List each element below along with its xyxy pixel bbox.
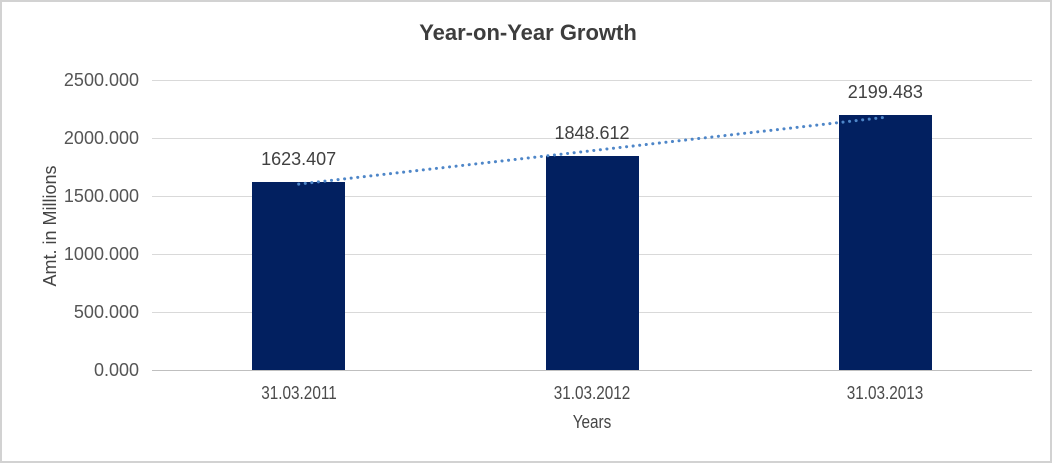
y-tick-label: 500.000 bbox=[73, 302, 139, 322]
bar-data-label: 1848.612 bbox=[554, 122, 630, 143]
x-tick-label: 31.03.2012 bbox=[553, 383, 631, 403]
bar-data-label: 2199.483 bbox=[847, 81, 923, 102]
y-axis-title: Amt. in Millions bbox=[40, 165, 60, 287]
y-tick-label: 2500.000 bbox=[63, 70, 139, 90]
y-tick-label: 2000.000 bbox=[63, 128, 139, 148]
x-tick-label: 31.03.2011 bbox=[260, 383, 337, 403]
gridline bbox=[152, 80, 1032, 81]
bar bbox=[838, 114, 932, 370]
y-tick-label: 1000.000 bbox=[63, 244, 139, 264]
bar bbox=[545, 155, 639, 370]
x-axis-title: Years bbox=[572, 412, 612, 432]
bar-data-label: 1623.407 bbox=[261, 148, 337, 169]
y-tick-label: 0.000 bbox=[93, 360, 139, 380]
x-axis-line bbox=[152, 370, 1032, 371]
y-tick-label: 1500.000 bbox=[63, 186, 139, 206]
chart-title: Year-on-Year Growth bbox=[419, 20, 637, 45]
bar bbox=[252, 181, 346, 370]
x-tick-label: 31.03.2013 bbox=[847, 383, 924, 403]
